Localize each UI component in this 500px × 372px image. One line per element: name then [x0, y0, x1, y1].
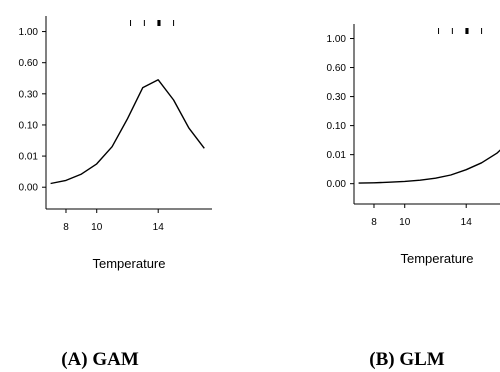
y-tick-label: 0.30 — [327, 92, 347, 103]
y-tick-label: 0.10 — [327, 121, 347, 132]
y-tick-label: 0.60 — [19, 58, 39, 69]
y-tick-label: 1.00 — [19, 27, 39, 38]
x-tick-label: 10 — [399, 217, 411, 228]
y-tick-label: 0.01 — [327, 150, 347, 161]
panel-caption: (A) GAM — [61, 349, 139, 370]
y-tick-label: 0.30 — [19, 89, 39, 100]
x-tick-label: 10 — [91, 222, 103, 233]
x-tick-label: 8 — [371, 217, 377, 228]
y-tick-label: 0.00 — [327, 179, 347, 190]
x-axis-label: Temperature — [93, 256, 166, 271]
y-tick-label: 1.00 — [327, 34, 347, 45]
series-line — [358, 149, 500, 184]
gam-panel: 0.00 0.01 0.10 0.30 0.60 1.00 8 10 14 Temperature… — [19, 16, 212, 370]
y-tick-label: 0.60 — [327, 63, 347, 74]
series-line — [50, 79, 205, 185]
x-axis-label: Temperature — [401, 251, 474, 266]
y-tick-label: 0.00 — [19, 183, 39, 194]
y-tick-label: 0.10 — [19, 120, 39, 131]
x-tick-label: 8 — [63, 222, 69, 233]
panel-caption: (B) GLM — [369, 349, 445, 370]
x-tick-label: 14 — [153, 222, 165, 233]
y-tick-label: 0.01 — [19, 152, 39, 163]
glm-panel: 0.00 0.01 0.10 0.30 0.60 1.00 8 10 14 Temperature… — [327, 24, 500, 370]
x-tick-label: 14 — [461, 217, 473, 228]
